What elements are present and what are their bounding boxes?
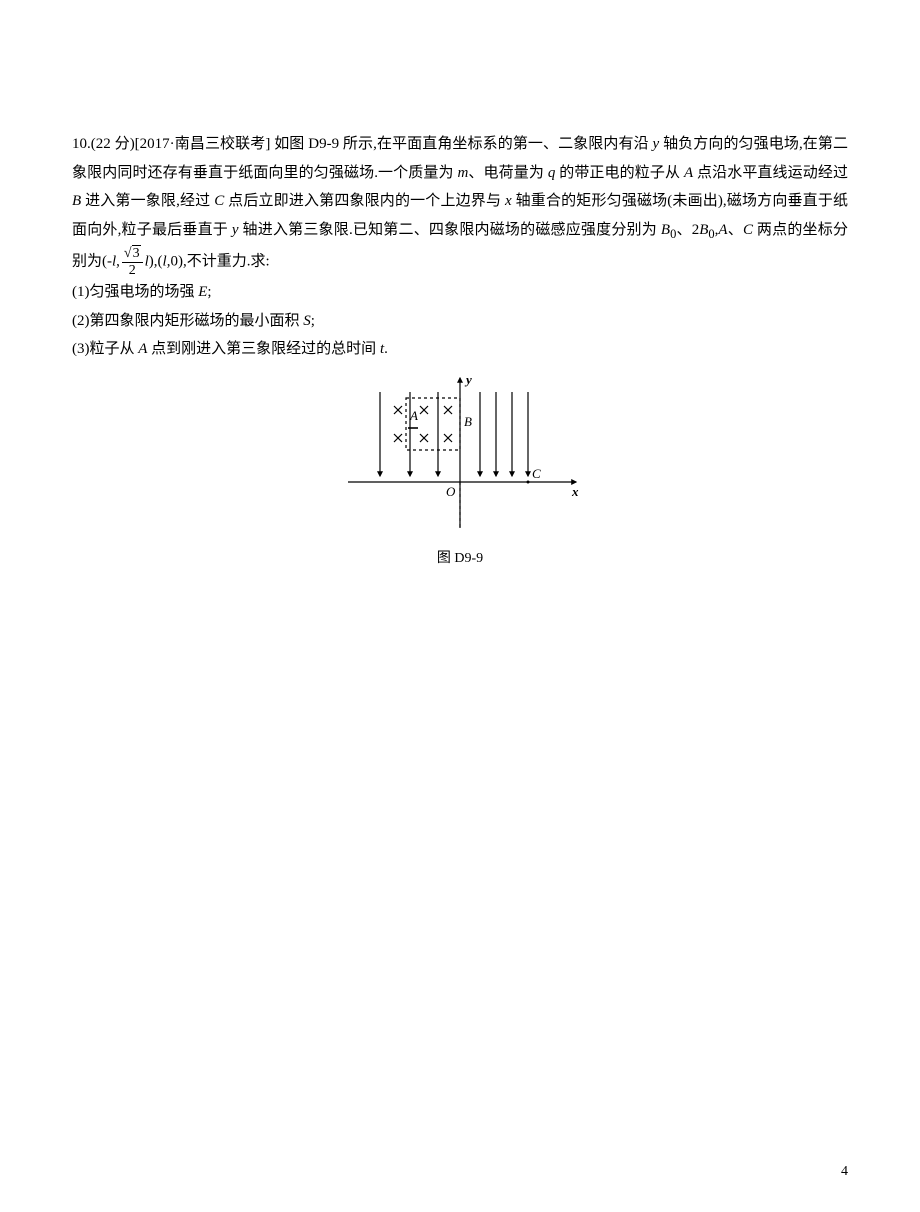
neg-l: -l bbox=[107, 254, 116, 270]
svg-text:y: y bbox=[464, 372, 472, 387]
text-frag: ),( bbox=[149, 254, 163, 270]
symbol-A: A bbox=[684, 165, 693, 181]
text-frag: 点沿水平直线运动经过 bbox=[693, 165, 848, 181]
symbol-B0: B bbox=[661, 222, 670, 238]
text-frag: 、 bbox=[676, 222, 691, 238]
figure-svg: y x O A B C bbox=[340, 372, 580, 532]
text-frag: 10.(22 分)[2017·南昌三校联考] 如图 D9-9 所示,在平面直角坐… bbox=[72, 136, 653, 152]
figure-d9-9: y x O A B C 图 D9-9 bbox=[72, 372, 848, 573]
question-2: (2)第四象限内矩形磁场的最小面积 S; bbox=[72, 307, 848, 336]
text-frag: ,0),不计重力.求: bbox=[167, 254, 270, 270]
symbol-S: S bbox=[303, 313, 311, 329]
symbol-C2: C bbox=[743, 222, 753, 238]
text-frag: 进入第一象限,经过 bbox=[81, 193, 214, 209]
text-frag: 的带正电的粒子从 bbox=[555, 165, 684, 181]
q3-text2: 点到刚进入第三象限经过的总时间 bbox=[147, 341, 380, 357]
problem-text: 10.(22 分)[2017·南昌三校联考] 如图 D9-9 所示,在平面直角坐… bbox=[72, 130, 848, 278]
symbol-A2: A bbox=[718, 222, 727, 238]
question-1: (1)匀强电场的场强 E; bbox=[72, 278, 848, 307]
symbol-C: C bbox=[214, 193, 224, 209]
text-frag: , bbox=[116, 254, 120, 270]
text-frag: 轴进入第三象限.已知第二、四象限内磁场的磁感应强度分别为 bbox=[239, 222, 661, 238]
question-3: (3)粒子从 A 点到刚进入第三象限经过的总时间 t. bbox=[72, 335, 848, 364]
svg-text:A: A bbox=[409, 408, 418, 423]
q2-text: (2)第四象限内矩形磁场的最小面积 bbox=[72, 313, 303, 329]
q1-text: (1)匀强电场的场强 bbox=[72, 284, 198, 300]
page-number: 4 bbox=[841, 1159, 848, 1186]
symbol-B: B bbox=[72, 193, 81, 209]
q3-end: . bbox=[384, 341, 388, 357]
svg-text:B: B bbox=[464, 414, 472, 429]
symbol-B0b: B bbox=[699, 222, 708, 238]
q3-text: (3)粒子从 bbox=[72, 341, 138, 357]
fraction-sqrt3-over-2: 32 bbox=[122, 246, 143, 278]
q1-end: ; bbox=[207, 284, 211, 300]
svg-text:C: C bbox=[532, 466, 541, 481]
q2-end: ; bbox=[311, 313, 315, 329]
text-frag: 点后立即进入第四象限内的一个上边界与 bbox=[224, 193, 505, 209]
symbol-m: m bbox=[457, 165, 468, 181]
svg-text:x: x bbox=[571, 484, 579, 499]
svg-text:O: O bbox=[446, 484, 456, 499]
figure-caption: 图 D9-9 bbox=[72, 546, 848, 573]
symbol-x: x bbox=[505, 193, 512, 209]
symbol-y2: y bbox=[232, 222, 239, 238]
text-frag: 、电荷量为 bbox=[468, 165, 548, 181]
